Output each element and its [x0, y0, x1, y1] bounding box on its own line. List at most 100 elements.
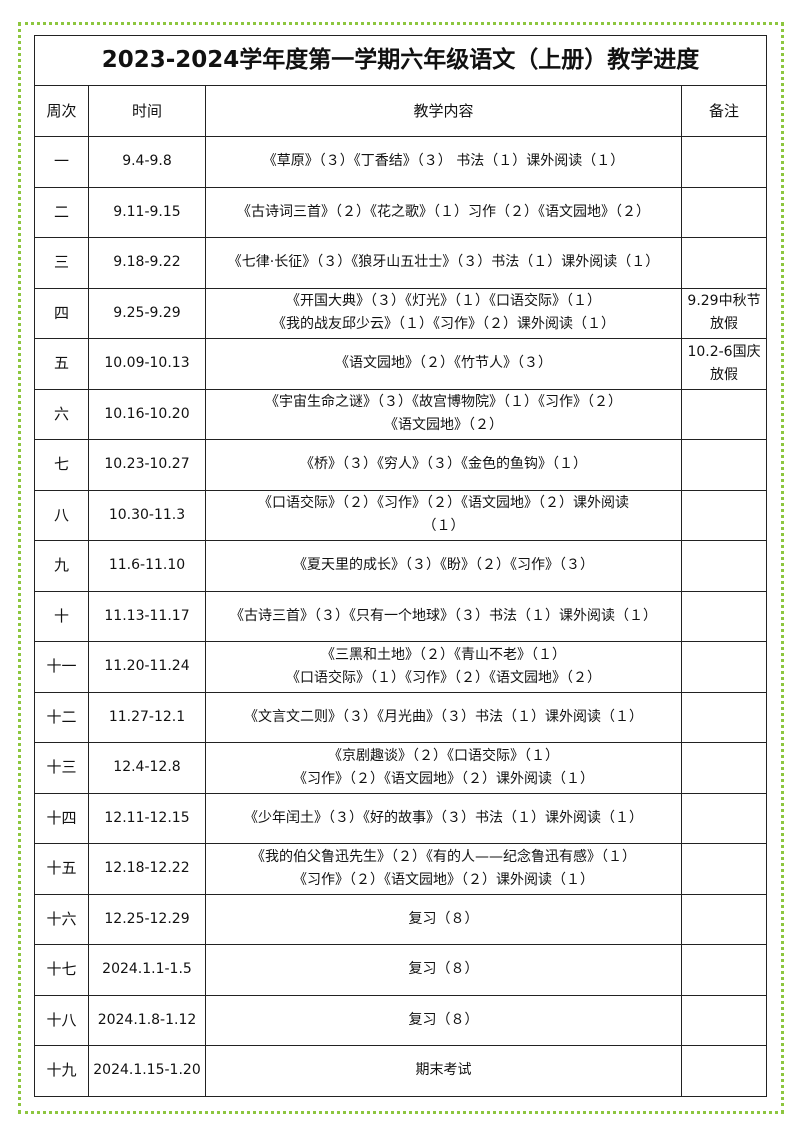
- week-cell: 十六: [34, 893, 89, 945]
- table-row: 四 9.25-9.29 《开国大典》（３）《灯光》（１）《口语交际》（１） 《我的战友…: [34, 287, 768, 339]
- table-row: 十八 2024.1.8-1.12 复习（８）: [34, 994, 768, 1046]
- table-row: 八 10.30-11.3 《口语交际》（２）《习作》（２）《语文园地》（２）课外阅读…: [34, 489, 768, 541]
- time-cell: 12.4-12.8: [88, 742, 206, 794]
- content-line: 《京剧趣谈》（２）《口语交际》（１）: [328, 747, 559, 764]
- time-cell: 11.13-11.17: [88, 590, 206, 642]
- note-cell: [680, 742, 768, 794]
- time-cell: 12.18-12.22: [88, 843, 206, 895]
- content-cell: 《三黑和土地》（２）《青山不老》（１） 《口语交际》（１）《习作》（２）《语文园地…: [205, 641, 682, 693]
- table-row: 十九 2024.1.15-1.20 期末考试: [34, 1045, 768, 1097]
- content-cell: 《古诗词三首》（２）《花之歌》（１）习作（２）《语文园地》（２）: [205, 186, 682, 238]
- content-line: 《我的伯父鲁迅先生》（２）《有的人——纪念鲁迅有感》（１）: [251, 848, 636, 865]
- header-note: 备注: [680, 85, 768, 137]
- week-cell: 四: [34, 287, 89, 339]
- table-row: 一 9.4-9.8 《草原》（３）《丁香结》（３） 书法（１）课外阅读（１）: [34, 136, 768, 188]
- table-row: 十五 12.18-12.22 《我的伯父鲁迅先生》（２）《有的人——纪念鲁迅有感》（…: [34, 843, 768, 895]
- time-cell: 9.18-9.22: [88, 237, 206, 289]
- week-cell: 十七: [34, 944, 89, 996]
- content-cell: 复习（８）: [205, 893, 682, 945]
- time-cell: 11.6-11.10: [88, 540, 206, 592]
- content-line: 《开国大典》（３）《灯光》（１）《口语交际》（１）: [286, 293, 601, 310]
- table-row: 十三 12.4-12.8 《京剧趣谈》（２）《口语交际》（１） 《习作》（２）《语文园…: [34, 742, 768, 794]
- content-cell: 《我的伯父鲁迅先生》（２）《有的人——纪念鲁迅有感》（１） 《习作》（２）《语文园…: [205, 843, 682, 895]
- content-line: 《宇宙生命之谜》（３）《故宫博物院》（１）《习作》（２）: [265, 394, 622, 411]
- table-row: 十二 11.27-12.1 《文言文二则》（３）《月光曲》（３）书法（１）课外阅读（…: [34, 691, 768, 743]
- week-cell: 十二: [34, 691, 89, 743]
- time-cell: 2024.1.1-1.5: [88, 944, 206, 996]
- note-cell: [680, 439, 768, 491]
- content-line: 期末考试: [415, 1062, 472, 1079]
- content-line: （１）: [422, 518, 465, 535]
- time-cell: 9.25-9.29: [88, 287, 206, 339]
- header-week: 周次: [34, 85, 89, 137]
- note-cell: [680, 944, 768, 996]
- content-cell: 复习（８）: [205, 994, 682, 1046]
- week-cell: 十五: [34, 843, 89, 895]
- note-cell: [680, 186, 768, 238]
- content-line: 《语文园地》（２）《竹节人》（３）: [335, 355, 552, 372]
- content-cell: 《桥》（３）《穷人》（３）《金色的鱼钩》（１）: [205, 439, 682, 491]
- content-cell: 《七律·长征》（３）《狼牙山五壮士》（３）书法（１）课外阅读（１）: [205, 237, 682, 289]
- week-cell: 五: [34, 338, 89, 390]
- week-cell: 二: [34, 186, 89, 238]
- week-cell: 十: [34, 590, 89, 642]
- note-cell: [680, 540, 768, 592]
- content-line: 《口语交际》（２）《习作》（２）《语文园地》（２）课外阅读: [258, 495, 629, 512]
- table-row: 十四 12.11-12.15 《少年闰土》（３）《好的故事》（３）书法（１）课外阅读…: [34, 792, 768, 844]
- week-cell: 十九: [34, 1045, 89, 1097]
- time-cell: 10.23-10.27: [88, 439, 206, 491]
- content-cell: 《语文园地》（２）《竹节人》（３）: [205, 338, 682, 390]
- table-row: 二 9.11-9.15 《古诗词三首》（２）《花之歌》（１）习作（２）《语文园地》（…: [34, 186, 768, 238]
- content-cell: 《宇宙生命之谜》（３）《故宫博物院》（１）《习作》（２） 《语文园地》（２）: [205, 388, 682, 440]
- content-line: 《三黑和土地》（２）《青山不老》（１）: [321, 646, 566, 663]
- note-cell: [680, 388, 768, 440]
- content-line: 复习（８）: [408, 961, 479, 978]
- week-cell: 七: [34, 439, 89, 491]
- note-cell: [680, 893, 768, 945]
- content-line: 复习（８）: [408, 1011, 479, 1028]
- content-cell: 期末考试: [205, 1045, 682, 1097]
- note-cell: [680, 590, 768, 642]
- time-cell: 2024.1.8-1.12: [88, 994, 206, 1046]
- note-cell: [680, 792, 768, 844]
- time-cell: 9.4-9.8: [88, 136, 206, 188]
- content-line: 《夏天里的成长》（３）《盼》（２）《习作》（３）: [293, 557, 594, 574]
- week-cell: 十八: [34, 994, 89, 1046]
- content-cell: 《京剧趣谈》（２）《口语交际》（１） 《习作》（２）《语文园地》（２）课外阅读（１…: [205, 742, 682, 794]
- content-cell: 《少年闰土》（３）《好的故事》（３）书法（１）课外阅读（１）: [205, 792, 682, 844]
- note-cell: [680, 691, 768, 743]
- page-title: 2023-2024学年度第一学期六年级语文（上册）教学进度: [33, 35, 768, 86]
- table-row: 三 9.18-9.22 《七律·长征》（３）《狼牙山五壮士》（３）书法（１）课外阅读…: [34, 237, 768, 289]
- week-cell: 六: [34, 388, 89, 440]
- header-content: 教学内容: [205, 85, 682, 137]
- note-cell: [680, 1045, 768, 1097]
- content-line: 《习作》（２）《语文园地》（２）课外阅读（１）: [293, 770, 594, 787]
- time-cell: 10.16-10.20: [88, 388, 206, 440]
- table-row: 九 11.6-11.10 《夏天里的成长》（３）《盼》（２）《习作》（３）: [34, 540, 768, 592]
- week-cell: 一: [34, 136, 89, 188]
- content-line: 《我的战友邱少云》（１）《习作》（２）课外阅读（１）: [272, 316, 615, 333]
- note-cell: [680, 641, 768, 693]
- time-cell: 12.25-12.29: [88, 893, 206, 945]
- dotted-border: [18, 22, 784, 1114]
- time-cell: 11.20-11.24: [88, 641, 206, 693]
- content-line: 《少年闰土》（３）《好的故事》（３）书法（１）课外阅读（１）: [244, 809, 643, 826]
- content-line: 《古诗词三首》（２）《花之歌》（１）习作（２）《语文园地》（２）: [237, 203, 650, 220]
- content-line: 《习作》（２）《语文园地》（２）课外阅读（１）: [293, 871, 594, 888]
- content-cell: 复习（８）: [205, 944, 682, 996]
- content-cell: 《开国大典》（３）《灯光》（１）《口语交际》（１） 《我的战友邱少云》（１）《习作…: [205, 287, 682, 339]
- content-cell: 《草原》（３）《丁香结》（３） 书法（１）课外阅读（１）: [205, 136, 682, 188]
- week-cell: 八: [34, 489, 89, 541]
- note-cell: [680, 237, 768, 289]
- week-cell: 十三: [34, 742, 89, 794]
- week-cell: 三: [34, 237, 89, 289]
- note-cell: [680, 136, 768, 188]
- note-cell: 10.2-6国庆放假: [680, 338, 768, 390]
- week-cell: 九: [34, 540, 89, 592]
- header-time: 时间: [88, 85, 206, 137]
- content-line: 《古诗三首》（３）《只有一个地球》（３）书法（１）课外阅读（１）: [230, 607, 657, 624]
- time-cell: 2024.1.15-1.20: [88, 1045, 206, 1097]
- table-row: 十七 2024.1.1-1.5 复习（８）: [34, 944, 768, 996]
- time-cell: 10.09-10.13: [88, 338, 206, 390]
- note-cell: [680, 843, 768, 895]
